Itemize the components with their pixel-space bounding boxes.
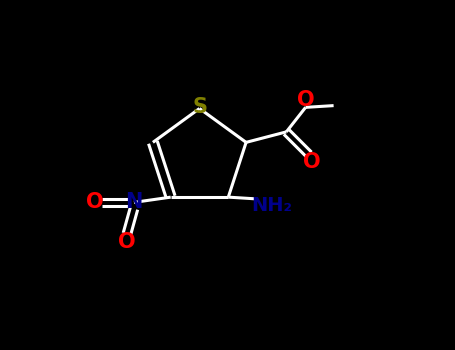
Text: O: O bbox=[86, 193, 104, 212]
Text: N: N bbox=[125, 193, 142, 212]
Text: S: S bbox=[192, 97, 207, 117]
Text: NH₂: NH₂ bbox=[252, 196, 293, 215]
Text: O: O bbox=[297, 90, 314, 110]
Text: O: O bbox=[303, 152, 321, 172]
Text: O: O bbox=[118, 232, 136, 252]
